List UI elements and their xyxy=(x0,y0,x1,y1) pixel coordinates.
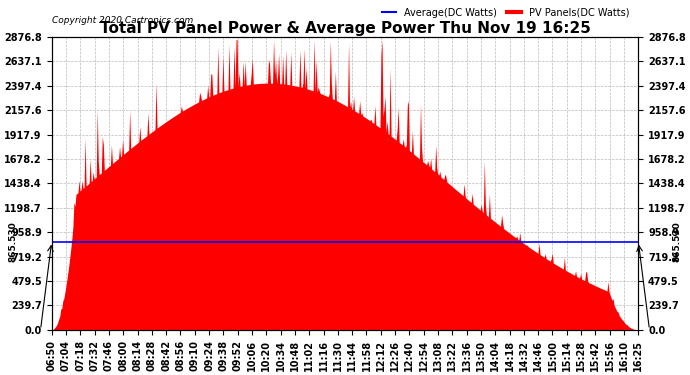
Title: Total PV Panel Power & Average Power Thu Nov 19 16:25: Total PV Panel Power & Average Power Thu… xyxy=(99,21,591,36)
Text: Copyright 2020 Cartronics.com: Copyright 2020 Cartronics.com xyxy=(52,16,193,25)
Text: 865.530: 865.530 xyxy=(673,221,682,262)
Text: 865.530: 865.530 xyxy=(8,221,17,262)
Legend: Average(DC Watts), PV Panels(DC Watts): Average(DC Watts), PV Panels(DC Watts) xyxy=(378,4,633,21)
